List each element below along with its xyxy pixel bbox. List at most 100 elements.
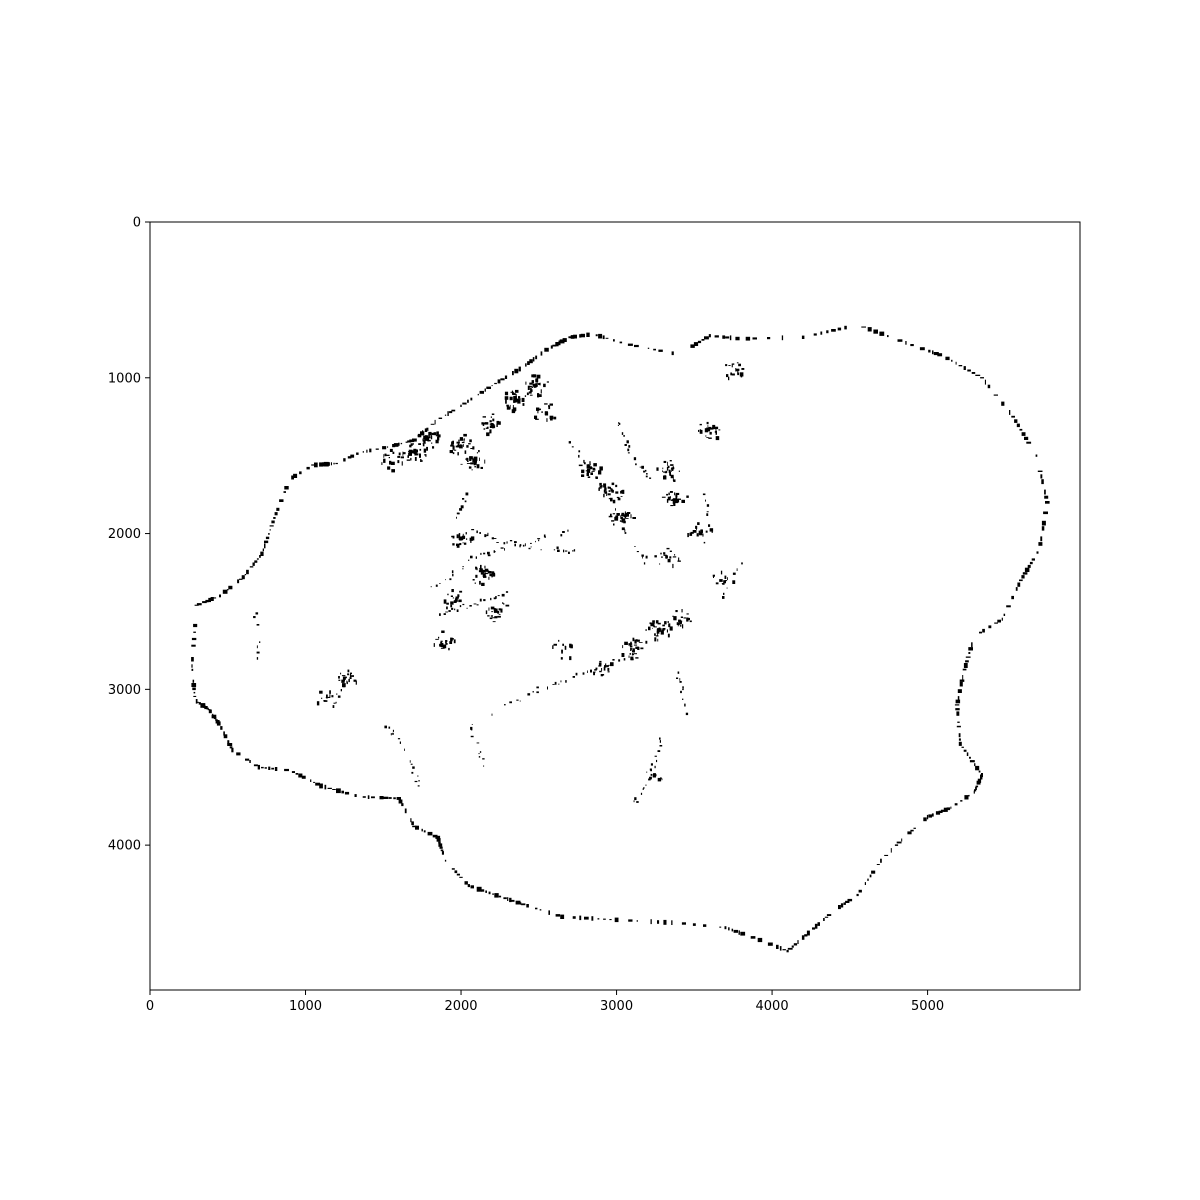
ridge-pixel	[624, 529, 626, 533]
boundary-pixel	[570, 335, 575, 339]
boundary-pixel	[719, 926, 722, 928]
boundary-pixel	[227, 743, 233, 746]
boundary-pixel	[256, 558, 259, 560]
cluster-pixel	[428, 437, 430, 442]
cluster-pixel	[529, 394, 533, 396]
ridge-pixel	[682, 686, 684, 689]
cluster-pixel	[497, 610, 500, 614]
boundary-pixel	[910, 829, 914, 832]
cluster-pixel	[553, 643, 557, 646]
cluster-pixel	[657, 777, 662, 782]
boundary-pixel	[663, 919, 667, 925]
cluster-pixel	[731, 363, 733, 368]
cluster-pixel	[609, 487, 611, 490]
cluster-pixel	[422, 438, 424, 442]
cluster-pixel	[462, 542, 464, 544]
ridge-pixel	[635, 463, 637, 466]
ridge-pixel	[558, 683, 560, 685]
cluster-pixel	[419, 448, 422, 451]
boundary-pixel	[876, 864, 880, 865]
cluster-pixel	[613, 523, 615, 526]
cluster-pixel	[635, 657, 639, 659]
cluster-pixel	[451, 441, 453, 445]
cluster-pixel	[607, 668, 610, 671]
boundary-pixel	[249, 566, 254, 568]
cluster-pixel	[489, 617, 493, 620]
boundary-pixel	[291, 475, 294, 480]
ridge-pixel	[599, 485, 602, 487]
boundary-pixel	[946, 807, 951, 811]
ridge-pixel	[741, 562, 743, 565]
boundary-pixel	[752, 337, 757, 340]
cluster-pixel	[401, 461, 403, 466]
ridge-pixel	[595, 477, 598, 479]
cluster-pixel	[455, 596, 459, 599]
boundary-pixel	[980, 774, 983, 780]
boundary-pixel	[371, 796, 375, 799]
cluster-pixel	[482, 416, 486, 418]
x-tick-label: 0	[146, 999, 154, 1014]
boundary-pixel	[943, 807, 948, 812]
cluster-pixel	[739, 372, 744, 377]
cluster-pixel	[474, 582, 476, 584]
cluster-pixel	[534, 415, 538, 419]
ridge-pixel	[680, 690, 682, 694]
ridge-pixel	[659, 745, 663, 747]
ridge-pixel	[606, 665, 609, 668]
boundary-pixel	[703, 924, 707, 927]
boundary-pixel	[724, 926, 727, 930]
ridge-pixel	[509, 701, 512, 704]
cluster-pixel	[715, 430, 717, 435]
cluster-pixel	[718, 429, 721, 431]
ridge-pixel	[608, 498, 611, 500]
cluster-pixel	[544, 403, 548, 405]
ridge-pixel	[656, 759, 658, 763]
cluster-pixel	[660, 552, 662, 555]
cluster-pixel	[425, 454, 427, 457]
cluster-pixel	[400, 456, 404, 459]
boundary-pixel	[444, 859, 447, 862]
cluster-pixel	[498, 421, 501, 425]
cluster-pixel	[625, 518, 629, 519]
cluster-pixel	[548, 405, 550, 407]
cluster-pixel	[720, 570, 723, 575]
cluster-pixel	[458, 533, 461, 538]
cluster-pixel	[483, 577, 487, 578]
boundary-pixel	[840, 903, 844, 908]
cluster-pixel	[423, 448, 427, 453]
ridge-pixel	[536, 686, 539, 689]
ridge-pixel	[460, 505, 464, 509]
cluster-pixel	[622, 518, 626, 521]
boundary-pixel	[1037, 470, 1043, 472]
boundary-pixel	[697, 340, 702, 344]
boundary-pixel	[356, 452, 359, 455]
cluster-pixel	[492, 621, 496, 623]
boundary-pixel	[1041, 479, 1044, 485]
cluster-pixel	[632, 517, 636, 519]
cluster-pixel	[538, 394, 542, 397]
cluster-pixel	[632, 637, 635, 642]
cluster-pixel	[460, 536, 463, 540]
x-tick-label: 2000	[444, 999, 477, 1014]
cluster-pixel	[424, 438, 428, 441]
boundary-pixel	[1041, 520, 1046, 526]
ridge-pixel	[469, 605, 472, 607]
boundary-pixel	[797, 940, 799, 944]
cluster-pixel	[558, 639, 560, 642]
boundary-pixel	[223, 734, 228, 739]
cluster-pixel	[675, 610, 678, 613]
boundary-pixel	[191, 637, 197, 641]
cluster-pixel	[593, 467, 596, 470]
ridge-pixel	[645, 784, 647, 786]
cluster-pixel	[461, 441, 465, 444]
cluster-pixel	[656, 631, 660, 634]
boundary-pixel	[555, 342, 559, 347]
cluster-pixel	[484, 565, 486, 569]
cluster-pixel	[686, 613, 689, 615]
cluster-pixel	[655, 635, 659, 637]
ridge-pixel	[633, 800, 635, 803]
boundary-pixel	[191, 664, 193, 668]
cluster-pixel	[475, 566, 478, 569]
cluster-pixel	[666, 498, 669, 503]
cluster-pixel	[705, 435, 707, 437]
